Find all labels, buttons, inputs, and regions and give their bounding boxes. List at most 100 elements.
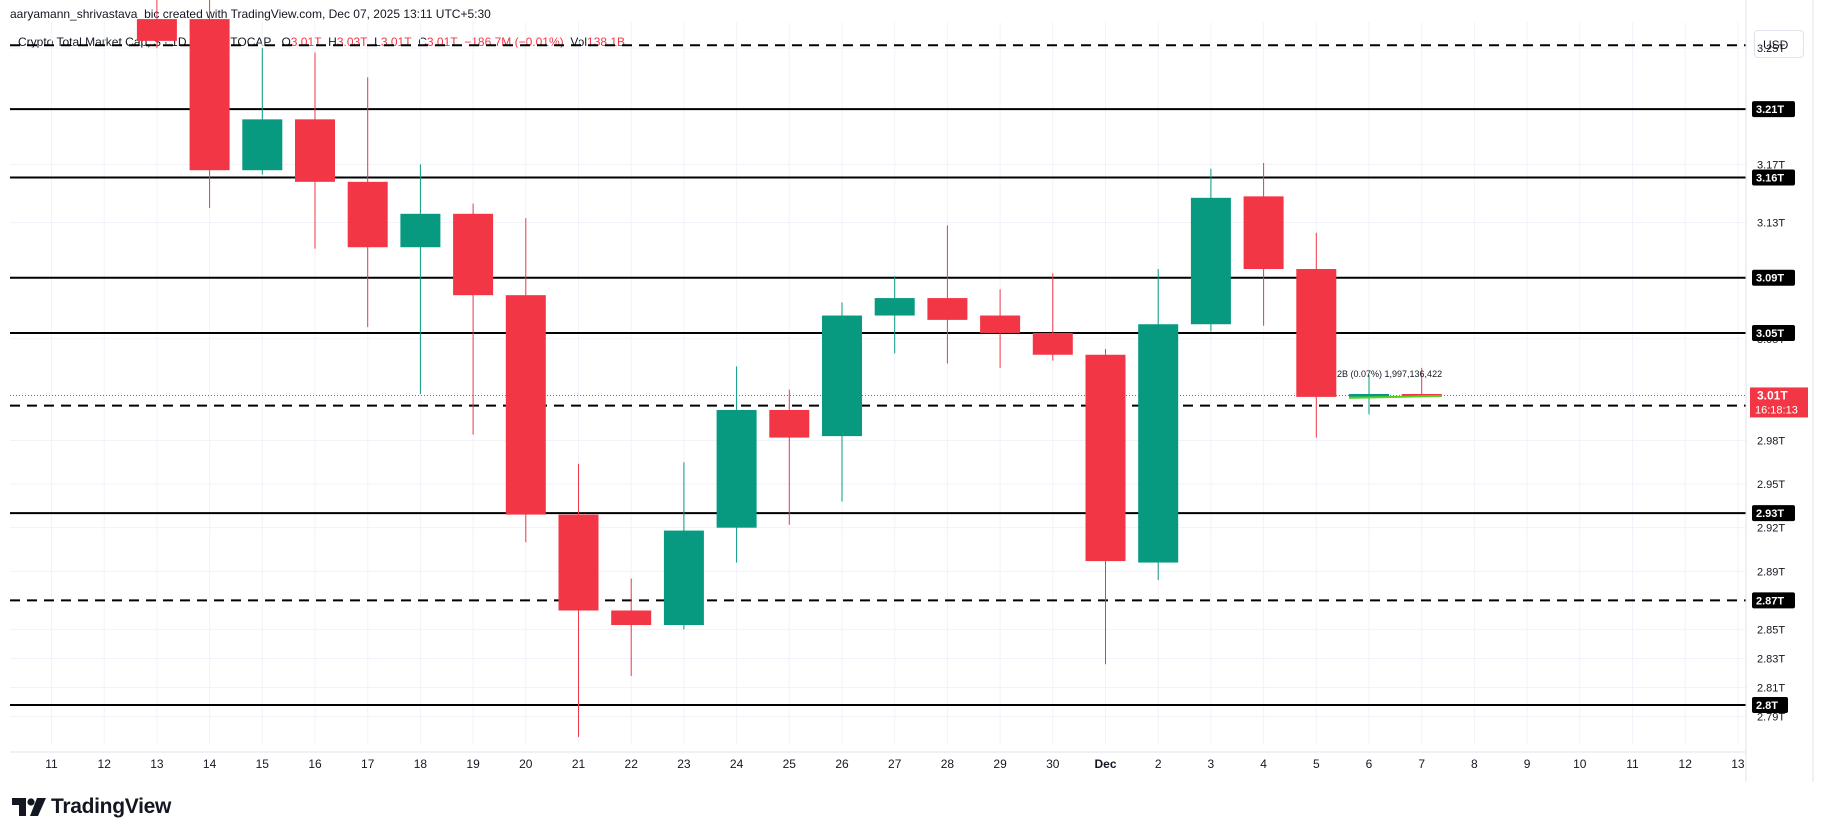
candle[interactable] bbox=[1085, 348, 1126, 665]
candle-body bbox=[822, 315, 862, 437]
candle-body bbox=[927, 298, 968, 320]
x-tick-label: 9 bbox=[1524, 757, 1531, 771]
level-price-tag bbox=[1752, 269, 1795, 286]
tradingview-logo[interactable]: TradingView bbox=[12, 795, 171, 819]
x-tick-label: 30 bbox=[1046, 757, 1060, 771]
countdown-label: 16:18:13 bbox=[1755, 404, 1798, 416]
candle-body bbox=[136, 19, 177, 41]
candlestick-chart[interactable]: 2B (0.07%) 1,997,136,422 11 12 13 14 15 16 17 1… bbox=[0, 0, 1825, 790]
y-tick-label: 2.98T bbox=[1757, 435, 1785, 447]
x-tick-label: 14 bbox=[203, 757, 217, 771]
tradingview-logo-icon bbox=[12, 798, 46, 816]
candle[interactable] bbox=[242, 48, 283, 175]
x-tick-label: 10 bbox=[1573, 757, 1587, 771]
x-tick-label: 17 bbox=[361, 757, 375, 771]
candle[interactable] bbox=[1138, 269, 1179, 580]
candle-body bbox=[1243, 196, 1284, 270]
y-tick-label: 3.25T bbox=[1757, 43, 1785, 55]
x-tick-label: 15 bbox=[256, 757, 270, 771]
candle-body bbox=[716, 409, 757, 528]
x-tick-label: 6 bbox=[1366, 757, 1373, 771]
candle-body bbox=[1349, 393, 1389, 397]
candle-body bbox=[295, 119, 335, 182]
y-tick-label: 2.81T bbox=[1757, 683, 1785, 695]
candle[interactable] bbox=[505, 218, 546, 543]
candle[interactable] bbox=[295, 52, 335, 249]
level-price-label: 3.16T bbox=[1756, 172, 1784, 184]
candle-body bbox=[663, 530, 704, 626]
y-tick-label: 2.83T bbox=[1757, 653, 1785, 665]
author-line: aaryamann_shrivastava_bic created with T… bbox=[10, 7, 491, 21]
y-tick-label: 3.13T bbox=[1757, 218, 1785, 230]
candle-body bbox=[980, 315, 1021, 333]
x-tick-label: 21 bbox=[572, 757, 586, 771]
candle[interactable] bbox=[663, 462, 704, 630]
candle-body bbox=[242, 119, 283, 171]
x-tick-label: 12 bbox=[98, 757, 112, 771]
level-price-tag bbox=[1752, 101, 1795, 118]
current-price-tag bbox=[1750, 387, 1808, 418]
level-price-tag bbox=[1752, 592, 1795, 609]
axes: 11 12 13 14 15 16 17 18 19 20 21 22 23 24 25 26 27 28 29 30… bbox=[10, 0, 1814, 782]
candle[interactable] bbox=[558, 463, 599, 737]
x-tick-label: 11 bbox=[45, 757, 58, 771]
level-price-label: 3.05T bbox=[1756, 328, 1784, 340]
current-price-label: 3.01T bbox=[1757, 388, 1788, 402]
candle[interactable] bbox=[1243, 162, 1284, 326]
candle-body bbox=[769, 409, 810, 438]
candle[interactable] bbox=[769, 389, 810, 525]
candle[interactable] bbox=[1296, 232, 1337, 438]
x-tick-label: 2 bbox=[1155, 757, 1162, 771]
candle[interactable] bbox=[400, 164, 441, 394]
candle-body bbox=[1032, 332, 1073, 355]
currency-button[interactable]: USD bbox=[1754, 30, 1804, 58]
candle-body bbox=[400, 213, 441, 248]
measure-annotation-label: 2B (0.07%) 1,997,136,422 bbox=[1337, 369, 1442, 379]
close-value: 3.01T bbox=[426, 35, 458, 49]
candle-body bbox=[347, 181, 388, 248]
candle[interactable] bbox=[927, 225, 968, 364]
brand-name: TradingView bbox=[51, 795, 172, 818]
candle-body bbox=[611, 610, 652, 626]
candle-body bbox=[505, 295, 546, 515]
x-tick-label: 18 bbox=[414, 757, 428, 771]
level-price-tag bbox=[1752, 505, 1795, 522]
x-tick-label: 26 bbox=[835, 757, 849, 771]
level-price-tag bbox=[1752, 696, 1788, 713]
candle[interactable] bbox=[1190, 168, 1231, 332]
y-tick-label: 3.17T bbox=[1757, 159, 1785, 171]
candle[interactable] bbox=[453, 203, 494, 435]
x-tick-label: 24 bbox=[730, 757, 744, 771]
x-tick-label: 29 bbox=[993, 757, 1007, 771]
candle[interactable] bbox=[1032, 273, 1073, 361]
x-tick-label: 13 bbox=[1731, 757, 1745, 771]
level-price-label: 2.93T bbox=[1756, 508, 1784, 520]
candle[interactable] bbox=[874, 276, 915, 354]
candle[interactable] bbox=[189, 0, 230, 208]
level-price-tag bbox=[1752, 324, 1795, 341]
open-value: 3.01T bbox=[290, 35, 322, 49]
x-tick-label: 13 bbox=[150, 757, 164, 771]
candle-body bbox=[453, 213, 494, 296]
candle-body bbox=[558, 514, 599, 611]
candle[interactable] bbox=[1349, 375, 1389, 415]
level-price-label: 3.21T bbox=[1756, 104, 1784, 116]
y-tick-label: 2.89T bbox=[1757, 566, 1785, 578]
x-tick-label: 27 bbox=[888, 757, 902, 771]
candle-body bbox=[1138, 324, 1179, 563]
x-tick-label: 19 bbox=[466, 757, 480, 771]
x-tick-label: 20 bbox=[519, 757, 533, 771]
candle[interactable] bbox=[347, 77, 388, 328]
x-tick-label: 11 bbox=[1626, 757, 1639, 771]
candle[interactable] bbox=[980, 289, 1021, 368]
x-tick-label: 23 bbox=[677, 757, 691, 771]
candle[interactable] bbox=[611, 578, 652, 676]
y-tick-label: 2.92T bbox=[1757, 523, 1785, 535]
annotations: 2B (0.07%) 1,997,136,422 bbox=[1337, 369, 1442, 399]
candle[interactable] bbox=[822, 302, 862, 502]
level-price-label: 3.09T bbox=[1756, 273, 1784, 285]
x-tick-label: 4 bbox=[1260, 757, 1267, 771]
measure-line[interactable] bbox=[1348, 394, 1442, 399]
candle[interactable] bbox=[136, 0, 177, 49]
candle[interactable] bbox=[716, 366, 757, 563]
